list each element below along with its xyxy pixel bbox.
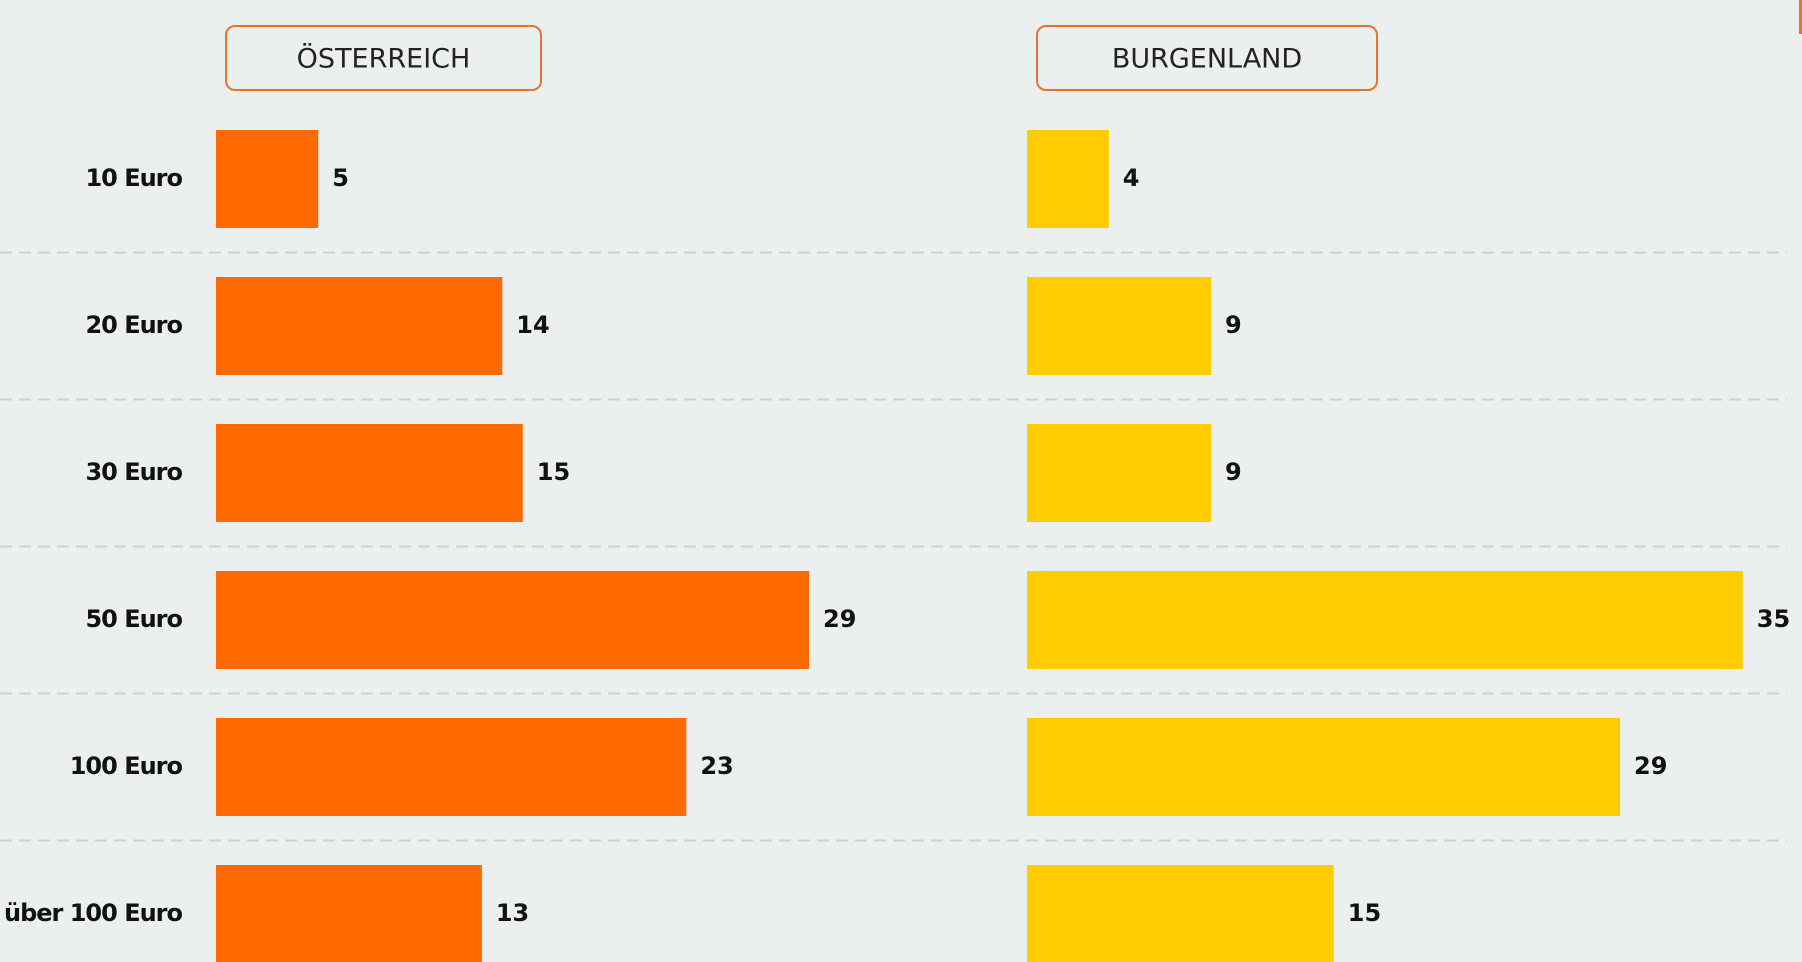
bar (216, 571, 810, 669)
category-label: 100 Euro (70, 752, 183, 780)
value-label: 14 (516, 311, 549, 339)
value-label: 4 (1123, 164, 1140, 192)
bar (1027, 424, 1212, 522)
bar (1027, 865, 1334, 962)
bar (1027, 130, 1109, 228)
panel-header-box (225, 25, 542, 91)
value-label: 5 (332, 164, 349, 192)
category-label: 20 Euro (85, 311, 182, 339)
panel-header: ÖSTERREICH (297, 43, 471, 75)
bar (216, 277, 503, 375)
value-label: 23 (700, 752, 733, 780)
bar (1027, 718, 1621, 816)
bar (216, 130, 319, 228)
category-label: 50 Euro (85, 605, 182, 633)
bar (216, 865, 482, 962)
bar (216, 718, 687, 816)
category-label: 30 Euro (85, 458, 182, 486)
value-label: 35 (1757, 605, 1790, 633)
value-label: 9 (1225, 458, 1242, 486)
category-label: 10 Euro (85, 164, 182, 192)
corner-accent (1799, 0, 1802, 34)
value-label: 13 (496, 899, 529, 927)
category-label: über 100 Euro (4, 899, 183, 927)
panel-header-box (1036, 25, 1378, 91)
value-label: 9 (1225, 311, 1242, 339)
bar (1027, 571, 1743, 669)
bar (216, 424, 523, 522)
value-label: 15 (1348, 899, 1381, 927)
value-label: 29 (823, 605, 856, 633)
value-label: 15 (537, 458, 570, 486)
value-label: 29 (1634, 752, 1667, 780)
bar (1027, 277, 1212, 375)
panel-header: BURGENLAND (1112, 44, 1302, 75)
